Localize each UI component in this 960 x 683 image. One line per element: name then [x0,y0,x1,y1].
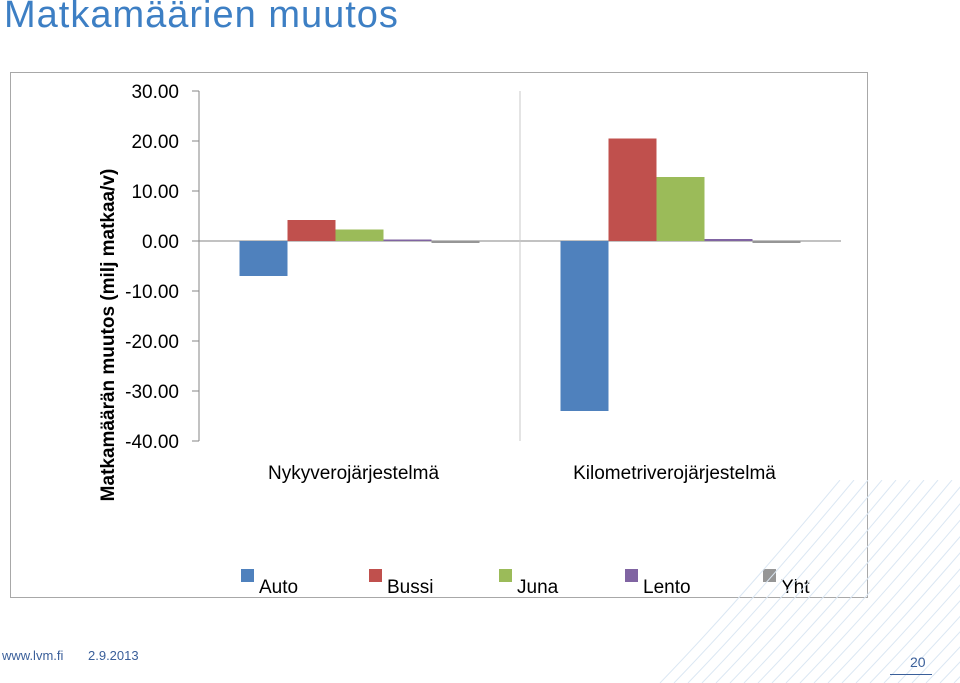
y-tick-label: 20.00 [131,132,179,153]
bar-chart: Matkamäärän muutos (milj matkaa/v) 30.00… [98,82,841,597]
legend: Auto Bussi Juna Lento Yht [241,569,810,597]
bar-yht-0 [431,241,480,243]
page-number: 20 [910,654,926,670]
footer-rule [890,674,932,675]
bar-yht-1 [752,241,801,243]
category-labels: Nykyverojärjestelmä Kilometriverojärjeste… [268,463,776,484]
legend-swatch-yht [763,569,776,582]
axes [192,90,841,442]
y-tick-label: 30.00 [131,82,179,103]
bar-bussi-0 [287,220,336,241]
legend-label-yht: Yht [781,577,810,597]
y-tick-label: 0.00 [142,232,179,253]
y-tick-labels: 30.00 20.00 10.00 0.00 -10.00 -20.00 -30.00 -40… [125,82,179,453]
legend-swatch-lento [625,569,638,582]
y-tick-label: -20.00 [125,332,179,353]
y-tick-label: -40.00 [125,432,179,453]
decorative-stripes [659,480,960,683]
y-axis-title: Matkamäärän muutos (milj matkaa/v) [98,169,119,502]
legend-swatch-juna [499,569,512,582]
y-tick-label: 10.00 [131,182,179,203]
y-tick-label: -30.00 [125,382,179,403]
category-label: Nykyverojärjestelmä [268,463,439,484]
y-tick-label: -10.00 [125,282,179,303]
bar-auto-1 [560,241,609,411]
footer-date: 2.9.2013 [88,648,139,663]
legend-swatch-auto [241,569,254,582]
bar-juna-0 [335,229,384,241]
bar-juna-1 [656,177,705,241]
bar-lento-0 [383,239,432,241]
bar-auto-0 [239,241,288,276]
legend-swatch-bussi [369,569,382,582]
slide-title: Matkamäärien muutos [4,0,399,36]
legend-label-juna: Juna [517,577,559,597]
category-label: Kilometriverojärjestelmä [573,463,776,484]
legend-label-lento: Lento [643,577,691,597]
footer-url[interactable]: www.lvm.fi [2,648,64,663]
bars [239,138,801,411]
chart-frame: Matkamäärän muutos (milj matkaa/v) 30.00… [10,72,868,598]
legend-label-bussi: Bussi [387,577,433,597]
bar-lento-1 [704,239,753,241]
bar-bussi-1 [608,138,657,241]
legend-label-auto: Auto [259,577,298,597]
